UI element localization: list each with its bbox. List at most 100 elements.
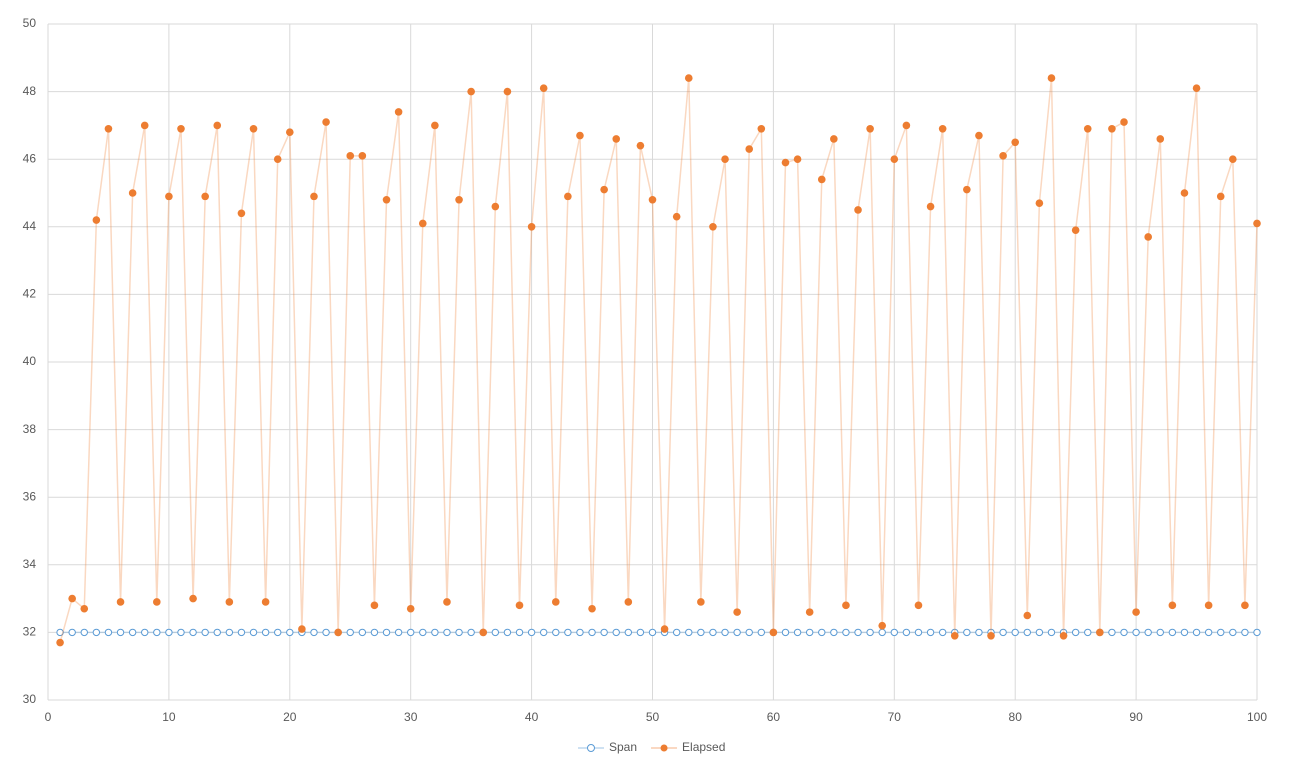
data-point [322, 118, 330, 126]
data-point [92, 628, 101, 637]
data-point [177, 124, 185, 133]
data-point [987, 631, 995, 640]
data-point [116, 598, 125, 606]
data-point [249, 124, 258, 133]
data-point [515, 601, 524, 610]
data-point [80, 604, 89, 613]
data-point [709, 223, 717, 231]
data-point [419, 628, 427, 637]
data-point [1156, 628, 1164, 637]
data-point [406, 604, 415, 613]
data-point [817, 175, 826, 184]
data-point [104, 628, 113, 637]
data-point [467, 87, 475, 96]
data-point [793, 628, 802, 637]
data-point [1168, 628, 1177, 637]
data-point [370, 628, 379, 637]
data-point [878, 621, 887, 630]
data-point [709, 628, 717, 637]
data-point [1180, 189, 1189, 197]
data-point [1023, 628, 1031, 637]
data-point [1216, 192, 1225, 201]
data-point [854, 206, 862, 214]
data-point [1047, 628, 1056, 637]
data-point [286, 128, 294, 136]
data-point [68, 594, 76, 603]
data-point [866, 124, 874, 133]
data-point [1144, 628, 1152, 637]
data-point [225, 598, 234, 606]
data-point [1156, 135, 1165, 143]
data-point [914, 628, 923, 637]
data-point [455, 628, 463, 637]
x-tick-label: 60 [767, 710, 781, 724]
data-point [153, 628, 161, 637]
data-point [588, 604, 596, 613]
data-point [322, 628, 330, 637]
data-point [1168, 601, 1177, 610]
data-point [382, 628, 391, 637]
data-point [600, 185, 608, 194]
data-point [1071, 628, 1080, 637]
data-point [128, 628, 137, 637]
y-tick-label: 32 [23, 625, 37, 639]
y-tick-label: 38 [23, 422, 37, 436]
data-point [189, 594, 197, 603]
x-tick-label: 10 [162, 710, 176, 724]
data-point [237, 628, 246, 637]
data-point [757, 124, 766, 133]
data-point [1096, 628, 1104, 637]
data-point [672, 212, 681, 221]
data-point [552, 628, 560, 637]
data-point [576, 131, 584, 140]
data-point [1229, 155, 1237, 163]
data-point [382, 195, 391, 204]
data-point [455, 195, 463, 204]
data-point [1035, 199, 1044, 207]
data-point [80, 628, 88, 637]
x-tick-label: 70 [888, 710, 902, 724]
x-tick-label: 90 [1129, 710, 1143, 724]
data-point [938, 628, 947, 637]
data-point [310, 192, 318, 201]
data-point [237, 209, 246, 218]
data-point [757, 628, 766, 637]
data-point [358, 628, 367, 637]
data-point [697, 598, 705, 606]
y-tick-label: 34 [23, 557, 37, 571]
data-point [950, 631, 959, 640]
data-point [1120, 118, 1128, 126]
data-point [648, 195, 657, 204]
data-point [576, 628, 584, 637]
data-point [842, 628, 850, 637]
data-point [394, 108, 403, 116]
data-point [636, 141, 645, 150]
series-line [59, 78, 1258, 643]
legend-marker [587, 744, 595, 752]
data-point [612, 628, 620, 637]
data-point [648, 628, 657, 637]
data-point [866, 628, 874, 637]
data-point [443, 598, 451, 606]
data-point [830, 628, 838, 637]
data-point [963, 185, 971, 194]
data-point [999, 628, 1007, 637]
data-point [92, 216, 101, 224]
data-point [1132, 608, 1140, 616]
data-point [394, 628, 403, 637]
data-point [1192, 628, 1201, 637]
y-tick-label: 50 [23, 16, 37, 30]
data-point [1180, 628, 1189, 637]
y-tick-label: 46 [23, 151, 37, 165]
data-point [830, 135, 838, 143]
data-point [551, 598, 560, 606]
data-point [213, 628, 221, 637]
data-point [938, 124, 947, 133]
data-point [1204, 628, 1213, 637]
x-tick-label: 0 [45, 710, 52, 724]
data-point [1108, 628, 1116, 637]
legend-label: Elapsed [682, 740, 725, 754]
data-point [564, 192, 572, 201]
data-point [733, 628, 741, 637]
data-point [1204, 601, 1213, 610]
